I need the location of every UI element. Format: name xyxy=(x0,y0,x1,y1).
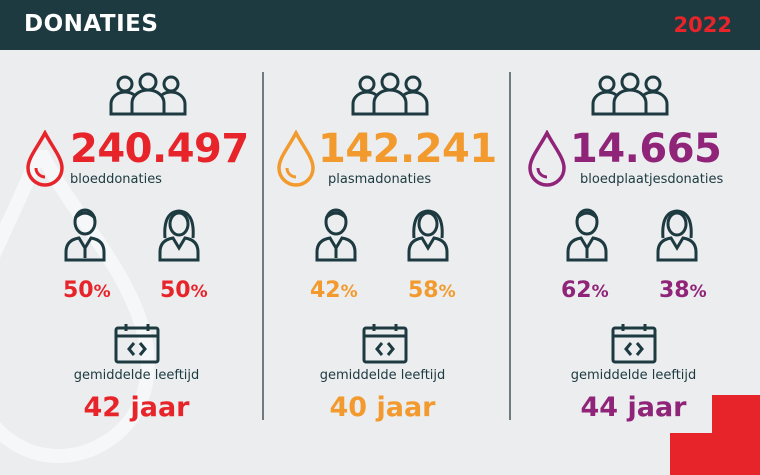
donation-count: 240.497 xyxy=(70,126,249,172)
calendar-icon xyxy=(611,324,657,364)
column-divider xyxy=(509,72,511,420)
donation-column-platelets: 14.665 bloedplaatjesdonaties 62% 38% gem… xyxy=(507,50,760,475)
female-percentage: 58% xyxy=(408,278,456,303)
background-drop-shape xyxy=(0,150,155,464)
platelet-drop-icon xyxy=(528,130,566,187)
male-person-icon xyxy=(566,208,608,262)
average-age-value: 42 jaar xyxy=(83,392,190,423)
people-group-icon xyxy=(109,72,187,116)
donation-count: 14.665 xyxy=(570,126,722,172)
corner-decoration xyxy=(670,395,760,475)
female-person-icon xyxy=(158,209,200,262)
male-percentage: 42% xyxy=(310,278,358,303)
column-divider xyxy=(262,72,264,420)
donation-column-blood: 240.497 bloeddonaties 50% 50% gemiddelde… xyxy=(0,50,253,475)
female-percentage: 50% xyxy=(160,278,208,303)
donation-type-label: bloeddonaties xyxy=(70,172,162,187)
average-age-label: gemiddelde leeftijd xyxy=(73,368,200,383)
male-percentage: 50% xyxy=(63,278,111,303)
male-person-icon xyxy=(64,208,106,262)
year-label: 2022 xyxy=(673,13,732,37)
average-age-label: gemiddelde leeftijd xyxy=(570,368,697,383)
blood-drop-icon xyxy=(26,130,64,187)
female-person-icon xyxy=(407,209,449,262)
donation-column-plasma: 142.241 plasmadonaties 42% 58% gemiddeld… xyxy=(254,50,507,475)
donation-type-label: bloedplaatjesdonaties xyxy=(580,172,724,187)
page-title: DONATIES xyxy=(24,11,159,37)
male-percentage: 62% xyxy=(561,278,609,303)
plasma-drop-icon xyxy=(277,130,315,187)
male-person-icon xyxy=(315,208,357,262)
female-percentage: 38% xyxy=(659,278,707,303)
average-age-value: 40 jaar xyxy=(329,392,436,423)
donation-count: 142.241 xyxy=(318,126,497,172)
people-group-icon xyxy=(591,72,669,116)
calendar-icon xyxy=(362,324,408,364)
average-age-value: 44 jaar xyxy=(580,392,687,423)
header-bar: DONATIES 2022 xyxy=(0,0,760,50)
calendar-icon xyxy=(114,324,160,364)
people-group-icon xyxy=(351,72,429,116)
average-age-label: gemiddelde leeftijd xyxy=(319,368,446,383)
female-person-icon xyxy=(656,209,698,262)
donation-type-label: plasmadonaties xyxy=(328,172,432,187)
